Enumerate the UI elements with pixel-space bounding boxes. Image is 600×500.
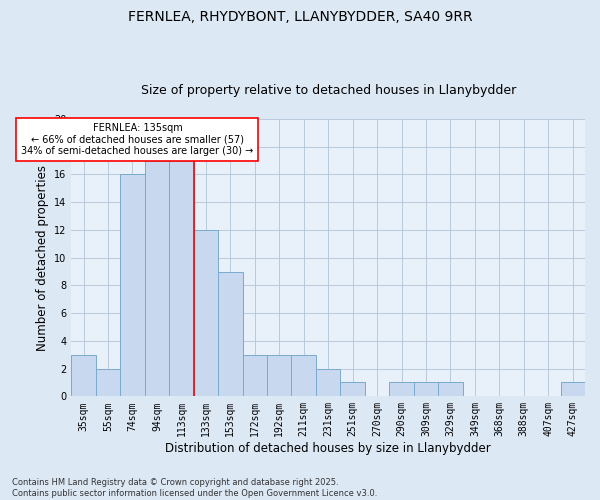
Y-axis label: Number of detached properties: Number of detached properties (35, 164, 49, 350)
Bar (340, 382, 365, 396)
Bar (145, 160, 169, 396)
Bar (560, 382, 585, 396)
Bar (169, 160, 194, 396)
Bar (194, 230, 218, 396)
X-axis label: Distribution of detached houses by size in Llanybydder: Distribution of detached houses by size … (165, 442, 491, 455)
Bar (316, 368, 340, 396)
Text: Contains HM Land Registry data © Crown copyright and database right 2025.
Contai: Contains HM Land Registry data © Crown c… (12, 478, 377, 498)
Text: FERNLEA: 135sqm
← 66% of detached houses are smaller (57)
34% of semi-detached h: FERNLEA: 135sqm ← 66% of detached houses… (21, 123, 254, 156)
Text: FERNLEA, RHYDYBONT, LLANYBYDDER, SA40 9RR: FERNLEA, RHYDYBONT, LLANYBYDDER, SA40 9R… (128, 10, 472, 24)
Bar (389, 382, 414, 396)
Bar (96, 368, 120, 396)
Bar (267, 354, 292, 397)
Bar (242, 354, 267, 397)
Bar (414, 382, 438, 396)
Title: Size of property relative to detached houses in Llanybydder: Size of property relative to detached ho… (140, 84, 516, 97)
Bar (292, 354, 316, 397)
Bar (120, 174, 145, 396)
Bar (438, 382, 463, 396)
Bar (218, 272, 242, 396)
Bar (71, 354, 96, 397)
